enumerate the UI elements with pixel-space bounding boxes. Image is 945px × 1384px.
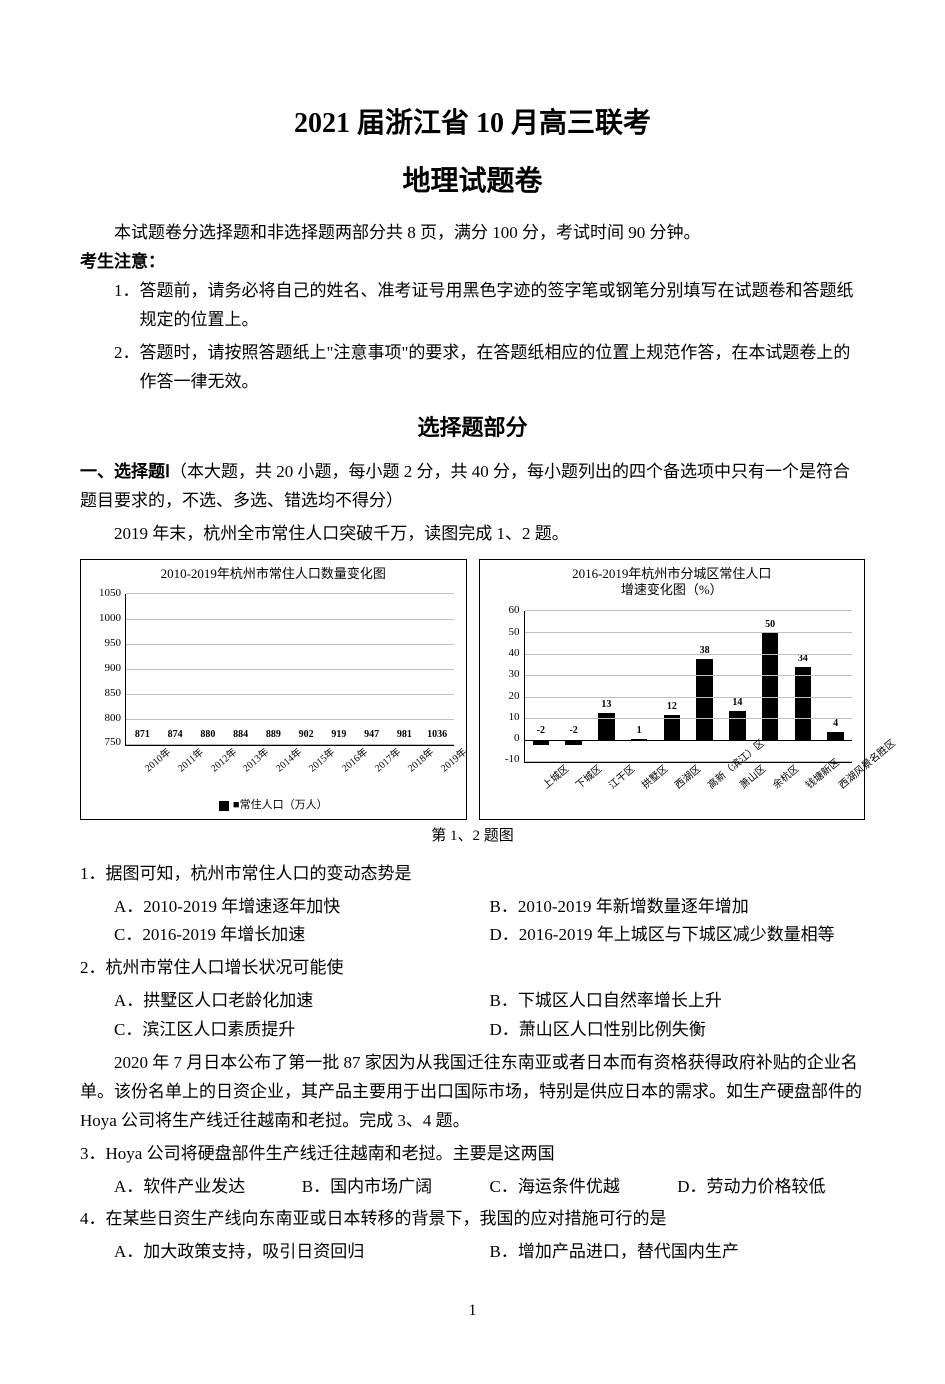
legend-swatch (219, 801, 229, 811)
chart1-area: 10501000950900850800750 8718748808848899… (89, 588, 458, 768)
question: 3．Hoya 公司将硬盘部件生产线迁往越南和老挝。主要是这两国 (80, 1140, 865, 1169)
chart2-title-l2: 增速变化图（%） (621, 582, 723, 597)
option: C．海运条件优越 (490, 1173, 678, 1202)
chart1-bars: 8718748808848899029199479811036 (126, 594, 454, 745)
options: A．软件产业发达B．国内市场广阔C．海运条件优越D．劳动力价格较低 (80, 1173, 865, 1202)
exam-intro: 本试题卷分选择题和非选择题两部分共 8 页，满分 100 分，考试时间 90 分… (80, 219, 865, 248)
question: 4．在某些日资生产线向东南亚或日本转移的背景下，我国的应对措施可行的是 (80, 1205, 865, 1234)
section1-label: 一、选择题Ⅰ (80, 462, 170, 481)
options: A．2010-2019 年增速逐年加快B．2010-2019 年新增数量逐年增加… (80, 893, 865, 951)
chart2-area: 6050403020100-10 -2-213112381450344 上城区下… (488, 605, 857, 785)
passage-1: 2019 年末，杭州全市常住人口突破千万，读图完成 1、2 题。 (80, 520, 865, 549)
main-title-1: 2021 届浙江省 10 月高三联考 (80, 100, 865, 148)
option: A．软件产业发达 (114, 1173, 302, 1202)
chart2-title: 2016-2019年杭州市分城区常住人口 增速变化图（%） (488, 566, 857, 600)
charts-row: 2010-2019年杭州市常住人口数量变化图 10501000950900850… (80, 559, 865, 821)
chart1-x-labels: 2010年2011年2012年2013年2014年2015年2016年2017年… (125, 755, 454, 772)
option: A．加大政策支持，吸引日资回归 (114, 1238, 490, 1267)
option: B．国内市场广阔 (302, 1173, 490, 1202)
notice-heading: 考生注意： (80, 248, 865, 277)
main-title-2: 地理试题卷 (80, 158, 865, 206)
questions-block-2: 3．Hoya 公司将硬盘部件生产线迁往越南和老挝。主要是这两国A．软件产业发达B… (80, 1140, 865, 1268)
question: 2．杭州市常住人口增长状况可能使 (80, 954, 865, 983)
option: D．劳动力价格较低 (677, 1173, 865, 1202)
chart1-y-axis: 10501000950900850800750 (89, 588, 123, 748)
option: B．下城区人口自然率增长上升 (490, 987, 866, 1016)
legend-text: ■常住人口（万人） (233, 799, 328, 811)
chart-caption: 第 1、2 题图 (80, 824, 865, 850)
chart1-title: 2010-2019年杭州市常住人口数量变化图 (89, 566, 458, 583)
options: A．拱墅区人口老龄化加速B．下城区人口自然率增长上升C．滨江区人口素质提升D．萧… (80, 987, 865, 1045)
notice-list: 1．答题前，请务必将自己的姓名、准考证号用黑色字迹的签字笔或钢笔分别填写在试题卷… (80, 277, 865, 397)
chart2-y-axis: 6050403020100-10 (488, 605, 522, 765)
chart-1: 2010-2019年杭州市常住人口数量变化图 10501000950900850… (80, 559, 467, 821)
option: D．2016-2019 年上城区与下城区减少数量相等 (490, 921, 866, 950)
chart2-plot: -2-213112381450344 (524, 611, 853, 763)
page-number: 1 (80, 1297, 865, 1324)
chart2-x-labels: 上城区下城区江干区拱墅区西湖区高新（滨江）区萧山区余杭区钱塘新区西湖风景名胜区 (524, 772, 853, 789)
option: A．2010-2019 年增速逐年加快 (114, 893, 490, 922)
option: C．滨江区人口素质提升 (114, 1016, 490, 1045)
section1-intro: 一、选择题Ⅰ（本大题，共 20 小题，每小题 2 分，共 40 分，每小题列出的… (80, 458, 865, 516)
notice-item: 2．答题时，请按照答题纸上"注意事项"的要求，在答题纸相应的位置上规范作答，在本… (114, 339, 865, 397)
option: B．增加产品进口，替代国内生产 (490, 1238, 866, 1267)
chart-2: 2016-2019年杭州市分城区常住人口 增速变化图（%） 6050403020… (479, 559, 866, 821)
notice-item: 1．答题前，请务必将自己的姓名、准考证号用黑色字迹的签字笔或钢笔分别填写在试题卷… (114, 277, 865, 335)
option: D．萧山区人口性别比例失衡 (490, 1016, 866, 1045)
question: 1．据图可知，杭州市常住人口的变动态势是 (80, 860, 865, 889)
option: B．2010-2019 年新增数量逐年增加 (490, 893, 866, 922)
passage-2: 2020 年 7 月日本公布了第一批 87 家因为从我国迁往东南亚或者日本而有资… (80, 1049, 865, 1136)
chart1-legend: ■常住人口（万人） (89, 796, 458, 815)
options: A．加大政策支持，吸引日资回归B．增加产品进口，替代国内生产 (80, 1238, 865, 1267)
option: A．拱墅区人口老龄化加速 (114, 987, 490, 1016)
option: C．2016-2019 年增长加速 (114, 921, 490, 950)
section1-rest: （本大题，共 20 小题，每小题 2 分，共 40 分，每小题列出的四个备选项中… (80, 462, 850, 510)
chart1-plot: 8718748808848899029199479811036 (125, 594, 454, 746)
section-title: 选择题部分 (80, 409, 865, 446)
chart2-title-l1: 2016-2019年杭州市分城区常住人口 (572, 566, 771, 581)
questions-block-1: 1．据图可知，杭州市常住人口的变动态势是A．2010-2019 年增速逐年加快B… (80, 860, 865, 1045)
